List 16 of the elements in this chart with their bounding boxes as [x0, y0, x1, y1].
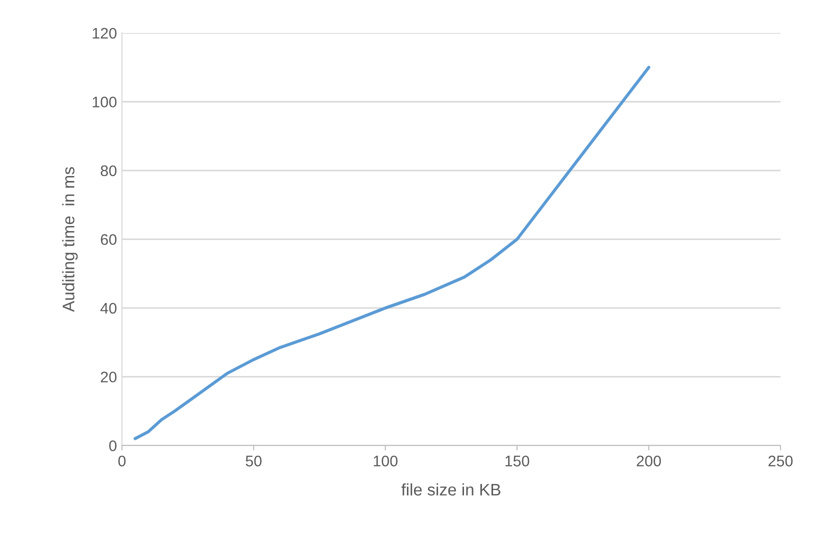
x-tick-label: 100 [374, 456, 398, 466]
y-tick-label: 40 [100, 302, 116, 314]
y-tick-label: 60 [100, 234, 116, 245]
line-series [134, 66, 650, 440]
y-tick-label: 80 [100, 165, 116, 176]
x-tick-label: 0 [118, 456, 126, 466]
y-tick-label: 100 [92, 96, 116, 108]
x-axis-title: file size in KB [401, 483, 500, 496]
x-tick-label: 200 [636, 456, 661, 466]
y-axis-title: Auditing time in ms [62, 167, 78, 312]
y-tick-label: 20 [100, 372, 116, 382]
y-tick-label: 120 [92, 28, 116, 39]
x-tick-label: 250 [768, 456, 793, 466]
x-tick-label: 150 [505, 456, 530, 466]
y-tick-label: 0 [109, 440, 116, 452]
x-tick-label: 50 [246, 456, 262, 466]
